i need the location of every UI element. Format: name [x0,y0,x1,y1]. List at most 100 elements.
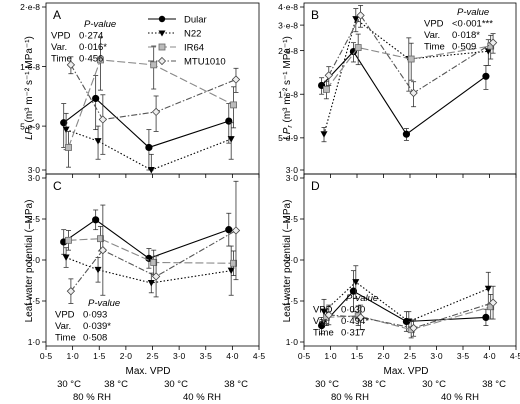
y-tick-label: 3·0 [28,173,41,183]
y-tick-label: 1·5 [286,296,299,306]
stats-label: VPD [424,19,444,30]
panel-c: C 3·0 2·5 2·0 1·5 1·0 0·5 1·0 1·5 2·0 2·5 3·0 3·5 4·0… [28,173,266,361]
stats-label: Time [424,42,445,53]
x-tick-label: 1·0 [66,351,79,361]
point-n22 [147,167,155,174]
point-dular [145,143,153,152]
point-n22 [352,279,360,286]
y-tick-label: 2·e-8 [20,2,40,12]
point-mtu1010 [66,60,76,70]
temp-label-left-2: 38 °C [104,379,128,390]
point-n22 [352,16,360,23]
x-tick-label: 1·5 [351,351,364,361]
x-tick-label: 4·5 [510,351,520,361]
stats-label: Var. [424,30,440,41]
point-mtu1010 [488,38,498,47]
stats-label: Time [51,54,72,65]
point-mtu1010 [409,88,418,98]
point-ir64 [322,85,330,93]
x-tick-label: 3·0 [430,351,443,361]
point-ir64 [354,44,362,51]
legend-label-n22: N22 [184,29,201,40]
y-tick-label: 1·e-8 [278,89,298,99]
x-tick-label: 0·5 [40,351,53,361]
stats-value: 0·509 [452,42,476,53]
legend-marker-ir64 [158,43,166,51]
point-n22 [62,254,70,262]
panel-letter-b: B [311,8,319,22]
y-tick-label: 1·0 [286,337,299,347]
point-dular [482,313,490,321]
series-line-ir64 [325,45,491,90]
y-tick-label: 1·e-8 [20,62,40,72]
point-mtu1010 [98,245,108,255]
point-mtu1010 [231,226,241,235]
stats-header: P-value [88,298,120,309]
x-tick-label: 2·5 [146,351,159,361]
x-tick-label: 3·5 [200,351,213,361]
x-tick-label: 4·0 [226,351,239,361]
series-line-n22 [65,129,232,171]
series-line-n22 [323,281,489,323]
legend-label-ir64: IR64 [184,43,204,54]
series-line-dular [63,97,229,149]
point-n22 [484,48,492,55]
stats-label: Var. [51,42,67,53]
point-ir64 [230,259,237,267]
stats-value: 0·494* [341,316,369,327]
temp-label-right-2: 38 °C [362,379,386,390]
stats-value: 0·030 [341,305,365,316]
point-mtu1010 [356,313,365,322]
series-line-n22 [323,18,489,135]
point-mtu1010 [409,323,418,333]
y-tick-label: 1·5 [28,296,41,306]
stats-label: Var. [55,321,71,332]
rh-label-left-2: 40 % RH [183,392,221,403]
x-tick-label: 1·5 [93,351,106,361]
stats-label: VPD [313,305,333,316]
panel-a: A 2·e-8 1·e-8 5·e-9 3·0 P-value VPD 0·274 Var. 0·… [20,2,260,178]
temp-label-left-1: 30 °C [57,379,81,390]
series-line-dular [63,219,229,259]
point-ir64 [65,236,72,244]
series-line-dular [321,50,487,135]
point-n22 [227,267,235,275]
y-axis-title-top-left: LPr (m³ m⁻² s⁻¹ MPa⁻¹) [24,36,36,140]
stats-value: 0·093 [83,310,107,321]
legend-label-dular: Dular [184,15,207,26]
series-line-mtu1010 [328,14,494,94]
stats-value: <0·001*** [452,19,493,30]
point-mtu1010 [324,71,333,80]
y-tick-label: 3·e-8 [278,20,298,30]
y-tick-label: 2·0 [28,255,41,265]
point-n22 [147,279,155,287]
point-n22 [62,126,70,134]
x-axis-title-right: Max. VPD [383,366,428,377]
temp-label-right-4: 38 °C [482,379,506,390]
y-tick-label: 2·e-8 [278,46,298,56]
y-axis-title-bottom-left: Leaf water potential (–MPa) [24,200,35,323]
point-mtu1010 [66,286,76,296]
point-mtu1010 [356,11,365,20]
x-tick-label: 2·0 [377,351,390,361]
point-mtu1010 [488,298,498,307]
point-n22 [94,266,102,274]
point-ir64 [97,235,104,243]
stats-value: 0·456 [79,54,103,65]
point-n22 [94,138,102,145]
stats-value: 0·018* [452,30,480,41]
stats-value: 0·274 [79,31,103,42]
point-ir64 [65,144,72,151]
x-tick-label: 3·5 [457,351,470,361]
point-ir64 [150,61,158,69]
point-dular [349,287,358,295]
x-tick-label: 2·5 [404,351,417,361]
y-tick-label: 3·0 [286,165,299,175]
series-line-ir64 [68,238,234,264]
point-n22 [320,131,328,138]
stats-label: VPD [51,31,71,42]
stats-header: P-value [84,19,116,30]
point-ir64 [407,55,415,63]
rh-label-right-1: 80 % RH [331,392,369,403]
